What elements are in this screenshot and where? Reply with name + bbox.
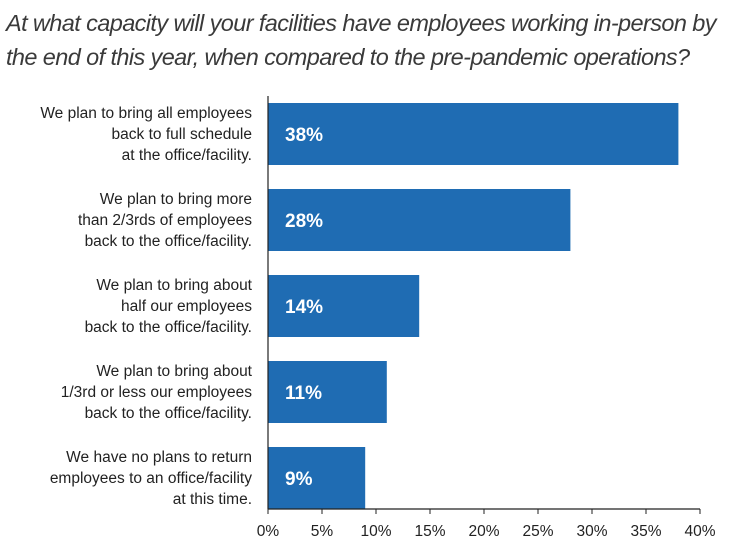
category-labels: We plan to bring all employees back to fu…	[40, 105, 252, 508]
category-label-1-line-2: back to the office/facility.	[85, 233, 252, 250]
chart-title-line-1: At what capacity will your facilities ha…	[6, 10, 716, 36]
bars: 38% 28% 14% 11% 9%	[268, 103, 679, 509]
x-tick-label-5: 25%	[522, 523, 553, 540]
category-label-2-line-2: back to the office/facility.	[85, 319, 252, 336]
x-tick-label-2: 10%	[360, 523, 391, 540]
category-label-4-line-2: at this time.	[173, 491, 252, 508]
bar-value-label-2: 14%	[285, 297, 323, 318]
bar-value-label-0: 38%	[285, 125, 323, 146]
category-label-3-line-0: We plan to bring about	[96, 363, 252, 380]
x-tick-label-1: 5%	[311, 523, 334, 540]
bar-value-label-1: 28%	[285, 211, 323, 232]
bar-0	[268, 103, 679, 165]
category-label-4-line-1: employees to an office/facility	[50, 470, 252, 487]
chart-title-line-2: the end of this year, when compared to t…	[6, 44, 690, 70]
x-tick-label-4: 20%	[468, 523, 499, 540]
x-tick-label-6: 30%	[576, 523, 607, 540]
category-label-1-line-1: than 2/3rds of employees	[78, 212, 252, 229]
category-label-1-line-0: We plan to bring more	[100, 191, 252, 208]
x-tick-label-8: 40%	[684, 523, 715, 540]
bar-4	[268, 447, 366, 509]
category-label-4-line-0: We have no plans to return	[66, 449, 252, 466]
bar-2	[268, 275, 420, 337]
x-axis: 0% 5% 10% 15% 20% 25% 30% 35% 40%	[257, 96, 716, 540]
bar-value-label-3: 11%	[285, 383, 322, 404]
x-tick-label-0: 0%	[257, 523, 280, 540]
x-tick-label-3: 15%	[414, 523, 445, 540]
bar-3	[268, 361, 387, 423]
category-label-2-line-1: half our employees	[121, 298, 252, 315]
category-label-0-line-0: We plan to bring all employees	[40, 105, 252, 122]
category-label-0-line-2: at the office/facility.	[122, 147, 252, 164]
category-label-2-line-0: We plan to bring about	[96, 277, 252, 294]
category-label-3-line-1: 1/3rd or less our employees	[61, 384, 253, 401]
chart-title: At what capacity will your facilities ha…	[6, 6, 746, 74]
bar-value-label-4: 9%	[285, 469, 313, 490]
category-label-3-line-2: back to the office/facility.	[85, 405, 252, 422]
x-tick-label-7: 35%	[630, 523, 661, 540]
bar-1	[268, 189, 571, 251]
category-label-0-line-1: back to full schedule	[112, 126, 252, 143]
